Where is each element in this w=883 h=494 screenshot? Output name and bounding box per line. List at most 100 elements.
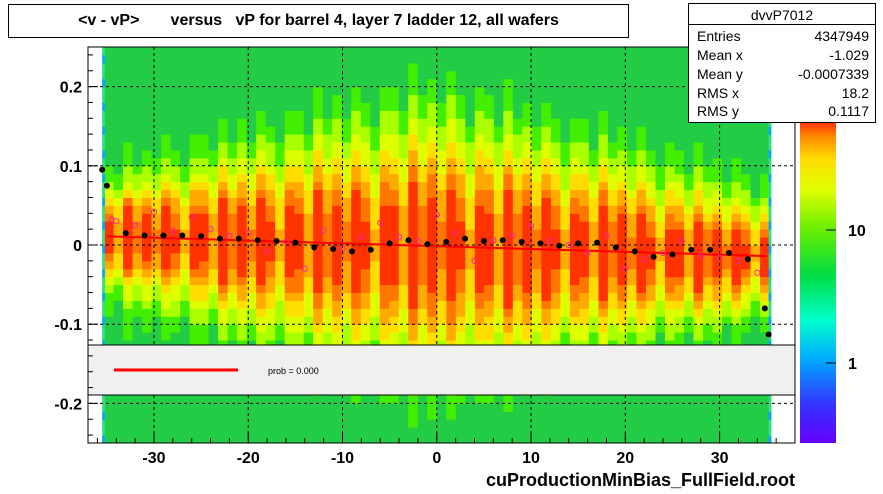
heatmap-cell	[180, 94, 191, 103]
heatmap-cell	[303, 157, 314, 167]
heatmap-cell	[275, 403, 286, 412]
heatmap-cell	[626, 229, 637, 238]
heatmap-cell	[142, 300, 153, 309]
heatmap-cell	[588, 173, 599, 183]
heatmap-cell	[626, 173, 637, 183]
heatmap-cell	[189, 157, 200, 167]
heatmap-cell	[664, 252, 675, 262]
heatmap-cell	[531, 149, 542, 159]
heatmap-cell	[750, 419, 761, 428]
heatmap-cell	[151, 252, 162, 262]
heatmap-cell	[598, 260, 609, 270]
heatmap-cell	[484, 54, 495, 64]
heatmap-cell	[341, 403, 352, 412]
heatmap-cell	[493, 419, 504, 428]
heatmap-cell	[341, 47, 352, 56]
heatmap-cell	[693, 213, 704, 222]
heatmap-cell	[417, 102, 428, 111]
heatmap-cell	[123, 181, 134, 191]
heatmap-cell	[550, 118, 561, 127]
heatmap-cell	[455, 229, 466, 238]
heatmap-cell	[104, 134, 115, 143]
heatmap-cell	[512, 142, 523, 151]
heatmap-cell	[389, 427, 400, 436]
heatmap-cell	[227, 205, 238, 214]
heatmap-cell	[446, 276, 457, 286]
heatmap-cell	[180, 157, 191, 167]
heatmap-cell	[512, 54, 523, 64]
heatmap-cell	[484, 316, 495, 325]
y-tick-label: -0.2	[54, 396, 82, 413]
profile-point-magenta	[584, 249, 591, 257]
heatmap-cell	[645, 427, 656, 436]
heatmap-cell	[284, 427, 295, 436]
heatmap-cell	[170, 47, 181, 56]
heatmap-cell	[503, 173, 514, 183]
heatmap-cell	[550, 229, 561, 238]
heatmap-cell	[598, 197, 609, 206]
heatmap-cell	[104, 102, 115, 111]
heatmap-cell	[332, 118, 343, 127]
heatmap-cell	[588, 157, 599, 167]
heatmap-cell	[512, 118, 523, 127]
heatmap-cell	[408, 197, 419, 206]
heatmap-cell	[446, 411, 457, 420]
heatmap-cell	[237, 62, 248, 72]
heatmap-cell	[227, 237, 238, 246]
heatmap-cell	[113, 284, 124, 294]
heatmap-cell	[265, 300, 276, 309]
heatmap-cell	[123, 427, 134, 436]
heatmap-cell	[322, 94, 333, 103]
heatmap-cell	[626, 197, 637, 206]
heatmap-cell	[465, 197, 476, 206]
heatmap-cell	[693, 427, 704, 436]
heatmap-cell	[522, 260, 533, 270]
heatmap-cell	[313, 340, 324, 349]
heatmap-cell	[246, 229, 257, 238]
heatmap-cell	[294, 268, 305, 278]
heatmap-cell	[636, 427, 647, 436]
heatmap-cell	[722, 245, 733, 254]
heatmap-cell	[512, 276, 523, 286]
heatmap-cell	[455, 78, 466, 88]
heatmap-cell	[731, 340, 742, 349]
heatmap-cell	[436, 94, 447, 103]
heatmap-cell	[436, 149, 447, 159]
heatmap-cell	[522, 149, 533, 159]
heatmap-cell	[683, 189, 694, 198]
heatmap-cell	[722, 340, 733, 349]
heatmap-cell	[636, 403, 647, 412]
heatmap-cell	[208, 260, 219, 270]
heatmap-cell	[760, 189, 771, 198]
heatmap-cell	[379, 110, 390, 119]
heatmap-cell	[113, 300, 124, 309]
heatmap-cell	[379, 62, 390, 72]
x-tick-label: 10	[522, 450, 540, 467]
heatmap-cell	[741, 221, 752, 230]
heatmap-cell	[569, 110, 580, 119]
heatmap-cell	[265, 308, 276, 317]
heatmap-cell	[227, 126, 238, 135]
heatmap-cell	[768, 126, 772, 135]
heatmap-cell	[683, 300, 694, 309]
heatmap-cell	[161, 276, 172, 286]
heatmap-cell	[541, 237, 552, 246]
heatmap-cell	[588, 316, 599, 325]
heatmap-cell	[389, 229, 400, 238]
heatmap-cell	[227, 419, 238, 428]
heatmap-cell	[722, 213, 733, 222]
heatmap-cell	[256, 181, 267, 191]
heatmap-cell	[408, 427, 419, 436]
heatmap-cell	[227, 403, 238, 412]
heatmap-cell	[455, 284, 466, 294]
heatmap-cell	[598, 316, 609, 325]
heatmap-cell	[636, 213, 647, 222]
heatmap-cell	[645, 165, 656, 175]
heatmap-cell	[617, 395, 628, 404]
heatmap-cell	[741, 419, 752, 428]
heatmap-cell	[351, 126, 362, 135]
heatmap-cell	[626, 102, 637, 111]
heatmap-cell	[322, 126, 333, 135]
heatmap-cell	[189, 110, 200, 119]
heatmap-cell	[227, 245, 238, 254]
